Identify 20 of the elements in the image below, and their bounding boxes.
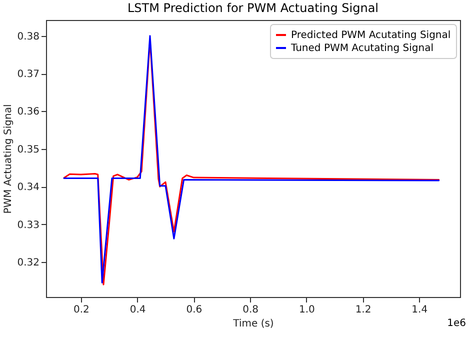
legend-label: Tuned PWM Acutating Signal: [290, 43, 434, 54]
legend-label: Predicted PWM Acutating Signal: [291, 30, 451, 41]
x-tick-label: 0.6: [186, 304, 202, 316]
y-tick-label: 0.32: [17, 257, 40, 268]
x-tick-label: 0.8: [242, 304, 258, 316]
y-tick-label: 0.38: [17, 31, 40, 42]
text: 1e6: [447, 318, 466, 329]
y-tick-label: 0.37: [17, 69, 40, 80]
y-tick-label: 0.33: [17, 220, 40, 231]
chart-title: LSTM Prediction for PWM Actuating Signal: [127, 1, 379, 15]
x-axis-title: Time (s): [232, 318, 274, 330]
x-tick-label: 1.4: [412, 304, 428, 316]
x-tick-label: 0.2: [73, 304, 90, 316]
y-axis-title: PWM Actuating Signal: [3, 104, 14, 214]
x-tick-label: 1.2: [355, 304, 372, 316]
y-tick-label: 0.34: [17, 182, 40, 194]
y-tick-label: 0.36: [17, 106, 40, 118]
x-tick-label: 0.4: [130, 304, 146, 316]
x-tick-label: 1.0: [298, 304, 315, 316]
y-tick-label: 0.35: [17, 144, 40, 156]
